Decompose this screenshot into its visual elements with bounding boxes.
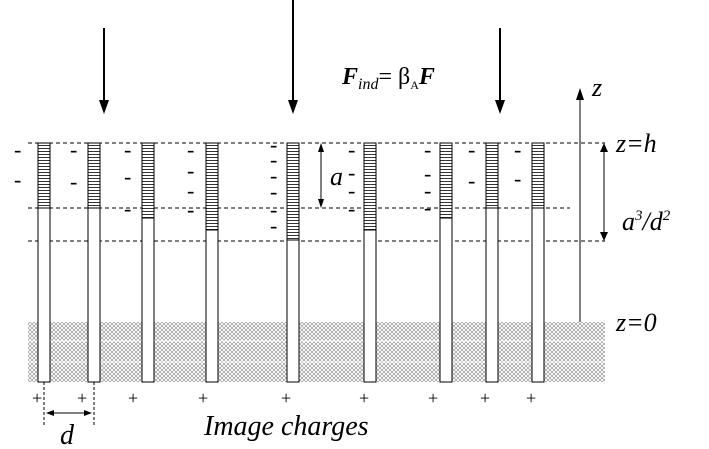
negative-charge: -: [270, 179, 277, 204]
negative-charge: -: [270, 213, 277, 238]
negative-charge: -: [348, 178, 355, 203]
depth-label: a: [330, 162, 343, 191]
negative-charge: -: [70, 169, 77, 194]
dimension-arrows: [43, 88, 608, 425]
negative-charge: -: [14, 167, 21, 192]
negative-charge: -: [270, 163, 277, 188]
rod-charged-part: [439, 142, 453, 219]
rods: [37, 142, 545, 383]
negative-charge: -: [124, 137, 131, 162]
negative-charge: -: [187, 178, 194, 203]
negative-charge: -: [348, 160, 355, 185]
force-arrows: [99, 0, 505, 114]
rod-charged-part: [205, 142, 219, 231]
negative-charge: -: [270, 132, 277, 157]
negative-charge: -: [270, 147, 277, 172]
rod-charged-part: [286, 142, 300, 241]
negative-charge: -: [424, 195, 431, 220]
penetration-label: a3/d2: [622, 207, 671, 236]
image-charge: +: [281, 388, 291, 408]
negative-charge: -: [124, 164, 131, 189]
z-axis-label: z: [591, 73, 602, 102]
image-charge: +: [32, 388, 42, 408]
level-lines: [28, 142, 605, 242]
image-charge: +: [428, 388, 438, 408]
rod-charged-part: [87, 142, 101, 209]
substrate-grid: [28, 340, 605, 363]
rod-charged-part: [485, 142, 499, 209]
negative-charge: -: [514, 137, 521, 162]
negative-charge: -: [70, 137, 77, 162]
negative-charge: -: [187, 137, 194, 162]
force-label: Find= βAF: [341, 64, 435, 93]
rod-charged-part: [363, 142, 377, 231]
negative-charge: -: [124, 196, 131, 221]
negative-charge: -: [424, 178, 431, 203]
negative-charge: -: [514, 166, 521, 191]
caption: Image charges: [203, 411, 369, 442]
negative-charge: -: [468, 137, 475, 162]
negative-charge: -: [348, 196, 355, 221]
rod-charged-part: [141, 142, 155, 219]
negative-charge: -: [424, 137, 431, 162]
rod-charged-part: [37, 142, 51, 209]
image-charge: +: [359, 388, 369, 408]
image-charge: +: [526, 388, 536, 408]
negative-charge: -: [424, 161, 431, 186]
negative-charge: -: [187, 158, 194, 183]
image-charge: +: [480, 388, 490, 408]
negative-charge: -: [187, 197, 194, 222]
substrate: [28, 322, 605, 382]
negative-charge: -: [468, 168, 475, 193]
image-charge: +: [198, 388, 208, 408]
negative-charge: -: [14, 137, 21, 162]
spacing-label: d: [60, 420, 75, 449]
image-charge: +: [77, 388, 87, 408]
negative-charge: -: [270, 197, 277, 222]
negative-charge: -: [348, 137, 355, 162]
image-charge: +: [128, 388, 138, 408]
z-top-label: z=h: [615, 129, 657, 158]
rod-charged-part: [531, 142, 545, 209]
z-bottom-label: z=0: [615, 308, 657, 337]
charges: -----------------------------+ + + + + + + + +: [14, 132, 536, 408]
